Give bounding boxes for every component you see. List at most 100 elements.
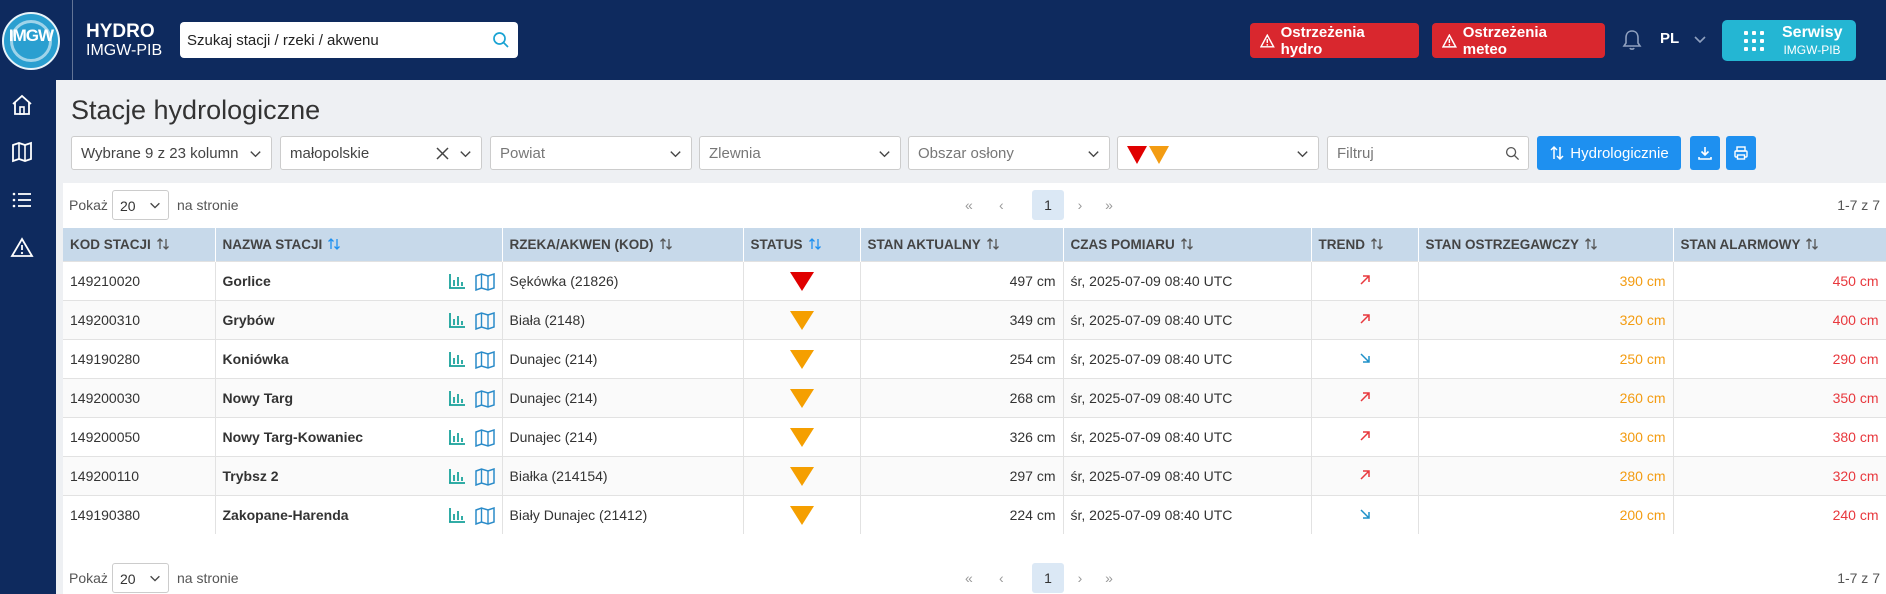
imgw-logo[interactable]: IMGW: [2, 12, 60, 70]
table-row[interactable]: 149210020 Gorlice Sękówka (21826) 497 cm śr,…: [63, 260, 1886, 300]
chart-icon[interactable]: [448, 390, 466, 406]
download-button[interactable]: [1690, 136, 1720, 170]
river-cell: Dunajec (214): [502, 338, 744, 378]
col-status-header[interactable]: STATUS: [743, 228, 861, 261]
table-row[interactable]: 149190380 Zakopane-Harenda Biały Dunajec (…: [63, 494, 1886, 534]
station-name-link[interactable]: Zakopane-Harenda: [222, 506, 349, 523]
hydro-warnings-button[interactable]: Ostrzeżenia hydro: [1250, 23, 1419, 58]
page-title: Stacje hydrologiczne: [71, 95, 321, 125]
sort-icon[interactable]: [156, 237, 170, 251]
warning-icon[interactable]: [10, 236, 34, 260]
station-name-link[interactable]: Koniówka: [222, 350, 289, 367]
services-sublabel: IMGW-PIB: [1783, 43, 1841, 57]
station-name-link[interactable]: Trybsz 2: [222, 467, 279, 484]
sort-icon[interactable]: [659, 237, 673, 251]
chart-icon[interactable]: [448, 351, 466, 367]
pagination-top: Pokaż 20 na stronie « ‹ 1 › » 1-7 z 7: [63, 188, 1886, 222]
station-name-link[interactable]: Nowy Targ-Kowaniec: [222, 428, 364, 445]
col-station-name-header[interactable]: NAZWA STACJI: [215, 228, 503, 261]
map-icon[interactable]: [10, 140, 34, 164]
next-page-button[interactable]: ›: [1077, 197, 1083, 213]
col-current-level-header[interactable]: STAN AKTUALNY: [860, 228, 1064, 261]
last-page-button[interactable]: »: [1105, 570, 1113, 586]
per-page-select[interactable]: 20: [112, 190, 169, 220]
county-select[interactable]: Powiat: [490, 136, 692, 170]
chevron-down-icon: [879, 151, 890, 158]
table-row[interactable]: 149200050 Nowy Targ-Kowaniec Dunajec (214)…: [63, 416, 1886, 456]
search-input[interactable]: [187, 31, 477, 49]
alarm-level-cell: 450 cm: [1673, 260, 1886, 300]
hydro-sort-button[interactable]: Hydrologicznie: [1537, 136, 1681, 170]
station-name-link[interactable]: Grybów: [222, 311, 275, 328]
chart-icon[interactable]: [448, 507, 466, 523]
sort-icon[interactable]: [1180, 237, 1194, 251]
sidebar: [0, 80, 56, 594]
alarm-level-cell: 320 cm: [1673, 455, 1886, 495]
station-name-link[interactable]: Nowy Targ: [222, 389, 294, 406]
meteo-warnings-button[interactable]: Ostrzeżenia meteo: [1432, 23, 1605, 58]
sort-icon[interactable]: [1584, 237, 1598, 251]
hydro-sort-label: Hydrologicznie: [1570, 144, 1669, 162]
show-label: Pokaż: [69, 197, 108, 213]
first-page-button[interactable]: «: [965, 197, 973, 213]
sort-icon[interactable]: [1370, 237, 1384, 251]
map-icon[interactable]: [474, 350, 495, 369]
sort-icon[interactable]: [986, 237, 1000, 251]
services-button[interactable]: Serwisy IMGW-PIB: [1722, 20, 1856, 61]
alarm-status-icon: [789, 271, 814, 291]
table-row[interactable]: 149200030 Nowy Targ Dunajec (214) 268 cm śr,…: [63, 377, 1886, 417]
current-page-button[interactable]: 1: [1032, 190, 1064, 220]
language-selector[interactable]: PL: [1660, 30, 1680, 47]
chart-icon[interactable]: [448, 273, 466, 289]
sort-icon[interactable]: [1805, 237, 1819, 251]
print-button[interactable]: [1726, 136, 1756, 170]
prev-page-button[interactable]: ‹: [999, 570, 1004, 586]
col-warning-level-header[interactable]: STAN OSTRZEGAWCZY: [1418, 228, 1674, 261]
map-icon[interactable]: [474, 389, 495, 408]
per-page-select[interactable]: 20: [112, 563, 169, 593]
alarm-level-cell: 350 cm: [1673, 377, 1886, 417]
trend-up-icon: [1359, 391, 1370, 402]
voivodeship-select[interactable]: małopolskie: [280, 136, 482, 170]
search-icon[interactable]: [492, 31, 510, 49]
chevron-down-icon[interactable]: [1692, 31, 1708, 47]
first-page-button[interactable]: «: [965, 570, 973, 586]
map-icon[interactable]: [474, 272, 495, 291]
next-page-button[interactable]: ›: [1077, 570, 1083, 586]
bell-icon[interactable]: [1620, 28, 1644, 52]
chart-icon[interactable]: [448, 429, 466, 445]
map-icon[interactable]: [474, 428, 495, 447]
home-icon[interactable]: [10, 93, 34, 117]
prev-page-button[interactable]: ‹: [999, 197, 1004, 213]
col-station-code-header[interactable]: KOD STACJI: [63, 228, 216, 261]
columns-select[interactable]: Wybrane 9 z 23 kolumn: [71, 136, 272, 170]
map-icon[interactable]: [474, 506, 495, 525]
map-icon[interactable]: [474, 467, 495, 486]
col-measure-time-header[interactable]: CZAS POMIARU: [1063, 228, 1312, 261]
current-page-button[interactable]: 1: [1032, 563, 1064, 593]
status-cell: [743, 299, 861, 339]
trend-up-icon: [1359, 430, 1370, 441]
list-icon[interactable]: [10, 188, 34, 212]
catchment-select[interactable]: Zlewnia: [699, 136, 901, 170]
brand[interactable]: HYDRO IMGW-PIB: [72, 0, 162, 80]
chart-icon[interactable]: [448, 468, 466, 484]
pagination-bottom: Pokaż 20 na stronie « ‹ 1 › » 1-7 z 7: [63, 561, 1886, 594]
status-filter-select[interactable]: [1117, 136, 1319, 170]
per-page-suffix: na stronie: [177, 197, 239, 213]
filter-input[interactable]: Filtruj: [1327, 136, 1529, 170]
table-row[interactable]: 149200310 Grybów Biała (2148) 349 cm śr, 202…: [63, 299, 1886, 339]
sort-active-icon[interactable]: [327, 237, 341, 251]
map-icon[interactable]: [474, 311, 495, 330]
chart-icon[interactable]: [448, 312, 466, 328]
table-row[interactable]: 149190280 Koniówka Dunajec (214) 254 cm śr, …: [63, 338, 1886, 378]
table-row[interactable]: 149200110 Trybsz 2 Białka (214154) 297 cm śr…: [63, 455, 1886, 495]
last-page-button[interactable]: »: [1105, 197, 1113, 213]
station-name-link[interactable]: Gorlice: [222, 272, 271, 289]
clear-icon[interactable]: [436, 147, 449, 160]
col-alarm-level-header[interactable]: STAN ALARMOWY: [1673, 228, 1886, 261]
col-trend-header[interactable]: TREND: [1311, 228, 1419, 261]
protection-area-select[interactable]: Obszar osłony: [908, 136, 1110, 170]
sort-active-icon[interactable]: [808, 237, 822, 251]
col-river-header[interactable]: RZEKA/AKWEN (KOD): [502, 228, 744, 261]
